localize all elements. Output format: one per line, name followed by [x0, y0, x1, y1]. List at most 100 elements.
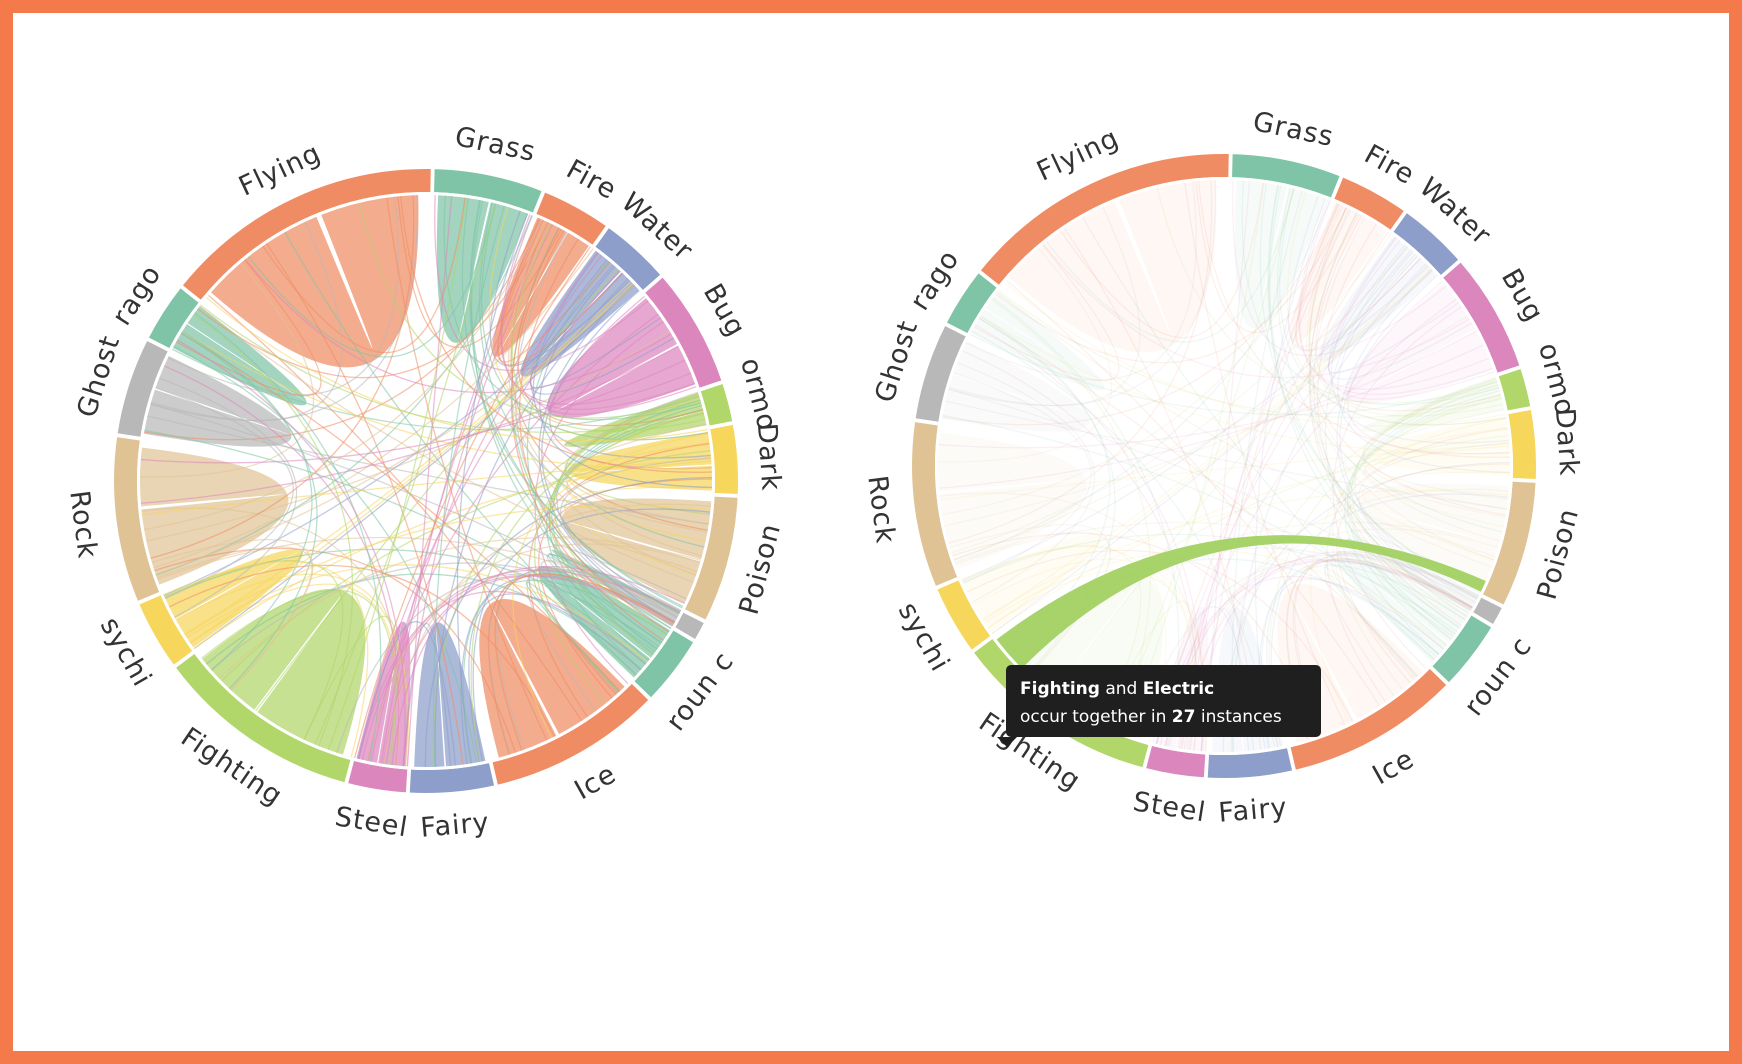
- chord-link: [995, 207, 1348, 364]
- chord-link: [184, 280, 632, 637]
- chord-link: [402, 224, 554, 767]
- chord-link: [1352, 520, 1496, 611]
- chord-link: [1347, 378, 1497, 641]
- chord-link: [1346, 389, 1501, 646]
- chord-link: [248, 203, 497, 358]
- group-label: Fire: [1359, 139, 1420, 191]
- chord-link: [1327, 249, 1460, 374]
- chord-link: [1347, 280, 1510, 455]
- chord-link: [1310, 418, 1507, 724]
- chord-link: [998, 289, 1503, 419]
- chord-link: [1195, 181, 1360, 333]
- chord-link: [538, 283, 675, 624]
- chord-link: [164, 548, 660, 648]
- chord-link: [518, 238, 670, 633]
- chord-link: [147, 415, 709, 525]
- chord-link: [1336, 463, 1510, 684]
- chord-self-ribbon: [202, 588, 366, 755]
- chord-self-ribbon: [1336, 551, 1468, 663]
- tooltip: Fighting and Electric occur together in …: [997, 665, 1321, 747]
- chord-link: [1328, 236, 1495, 400]
- chord-self-ribbon: [547, 298, 696, 418]
- highlighted-chord[interactable]: [996, 535, 1486, 669]
- chord-link: [973, 244, 1120, 382]
- chord-self-ribbon: [962, 534, 1101, 633]
- chord-link: [150, 195, 415, 559]
- group-label: Rock: [63, 489, 102, 561]
- chord-link: [511, 223, 706, 432]
- chord-self-ribbon: [211, 195, 419, 368]
- chord-link: [948, 388, 1473, 609]
- chord-link: [266, 243, 464, 765]
- chord-link: [150, 221, 343, 422]
- chord-link: [1305, 205, 1495, 561]
- chord-link: [1349, 393, 1502, 636]
- chord-link: [1299, 200, 1490, 390]
- chord-link: [386, 197, 548, 741]
- chord-link: [470, 200, 683, 609]
- chord-link: [532, 252, 711, 459]
- chord-link: [1308, 207, 1506, 516]
- chord-link: [336, 573, 675, 753]
- group-label: Ghost: [869, 317, 924, 407]
- chord-link: [168, 564, 555, 737]
- chord-link: [479, 202, 705, 548]
- chord-link: [1046, 188, 1295, 343]
- chord-link: [939, 442, 1510, 501]
- chord-link: [566, 423, 708, 533]
- chord-link: [494, 573, 675, 751]
- chord-link: [1241, 180, 1500, 406]
- chord-link: [155, 387, 294, 600]
- chord-link: [1060, 182, 1264, 339]
- chord-link: [554, 535, 698, 626]
- chord-link: [991, 445, 1510, 635]
- group-label: Fire: [561, 154, 622, 206]
- chord-link: [966, 549, 1353, 722]
- chord-link: [357, 621, 457, 766]
- chord-link: [1362, 471, 1510, 561]
- chord-link: [397, 196, 562, 348]
- chord-link: [945, 400, 1507, 510]
- chord-link: [1315, 214, 1502, 412]
- chord-link: [424, 476, 712, 768]
- chord-link: [489, 210, 631, 367]
- chord-link: [1286, 191, 1506, 426]
- chord-link: [221, 450, 711, 682]
- chord-self-ribbon: [164, 549, 303, 648]
- chord-link: [1313, 216, 1471, 612]
- chord-link: [1337, 250, 1510, 474]
- chord-self-ribbon: [1234, 180, 1326, 328]
- chord-link: [391, 565, 685, 766]
- chord-link: [150, 403, 675, 624]
- chord-self-ribbon: [479, 598, 625, 758]
- chord-link: [949, 523, 1111, 676]
- chord-link: [1336, 268, 1473, 609]
- group-label: Fairy: [1217, 792, 1289, 829]
- tooltip-pointer: [997, 737, 1017, 747]
- tooltip-suffix: instances: [1200, 707, 1282, 727]
- chord-link: [155, 215, 533, 576]
- chord-link: [961, 257, 1422, 582]
- chord-link: [303, 615, 399, 765]
- chord-link: [140, 359, 686, 464]
- chord-link: [1308, 207, 1501, 542]
- group-label: Grass: [452, 121, 538, 168]
- chord-self-ribbon: [1290, 202, 1387, 342]
- chord-link: [954, 531, 1112, 676]
- chord-link: [528, 578, 647, 693]
- chord-link: [456, 213, 529, 764]
- chord-link: [1156, 187, 1499, 404]
- chord-link: [1232, 180, 1447, 356]
- chord-link: [510, 227, 664, 642]
- chord-link: [969, 333, 1498, 416]
- chord-link: [953, 372, 1092, 585]
- chord-link: [1345, 538, 1478, 629]
- group-label: Steel: [1131, 786, 1208, 828]
- chord-link: [1082, 216, 1436, 660]
- chord-link: [1053, 253, 1417, 697]
- group-label: Poison: [1532, 505, 1586, 603]
- chord-self-ribbon: [1365, 416, 1511, 476]
- chord-link: [1112, 188, 1295, 730]
- inner-ring: [137, 192, 715, 770]
